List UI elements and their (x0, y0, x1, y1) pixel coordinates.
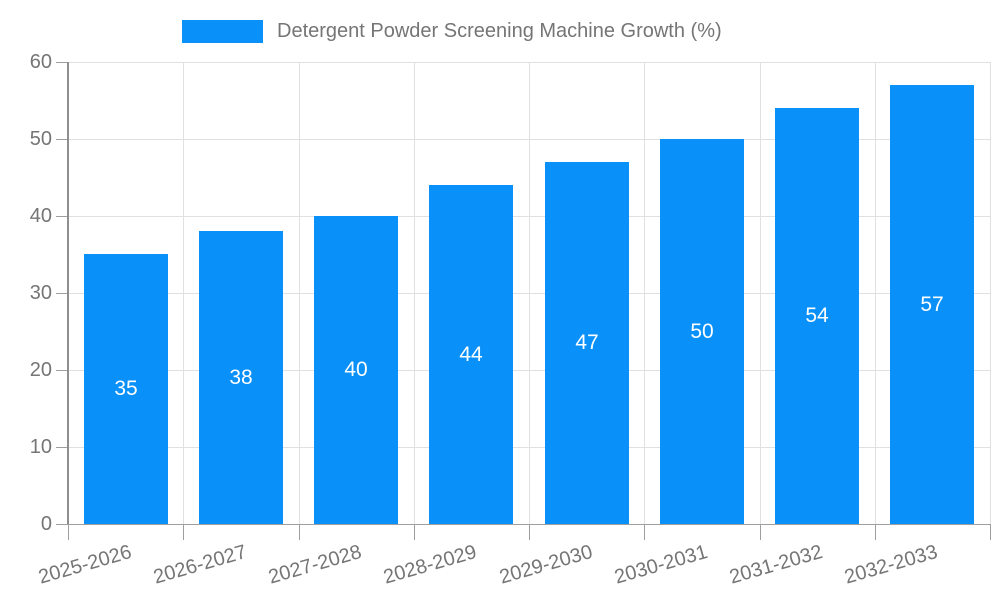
y-axis-tick (56, 447, 68, 448)
x-axis-tick-label: 2029-2030 (497, 541, 596, 589)
legend-swatch (182, 20, 263, 43)
y-axis-tick-label: 40 (29, 205, 52, 227)
x-axis-tick (644, 524, 646, 540)
legend-item[interactable]: Detergent Powder Screening Machine Growt… (182, 20, 722, 43)
gridline-vertical (413, 62, 415, 524)
bar-value-label: 35 (114, 377, 138, 400)
y-axis-tick-label: 30 (29, 282, 52, 304)
bar[interactable] (199, 231, 283, 524)
bar-value-label: 40 (344, 358, 368, 381)
x-axis-tick-label: 2031-2032 (727, 541, 826, 589)
bar[interactable] (84, 254, 168, 524)
bar-value-label: 38 (229, 366, 253, 389)
bar-value-label: 47 (575, 331, 599, 354)
y-axis-tick-label: 0 (40, 513, 52, 535)
y-axis-line (67, 62, 69, 524)
x-axis-tick (990, 524, 991, 540)
x-axis-tick (759, 524, 761, 540)
x-axis-tick (529, 524, 530, 540)
bar[interactable] (890, 85, 974, 524)
y-axis-tick-label: 60 (29, 51, 52, 73)
x-axis-tick (874, 524, 876, 540)
bar[interactable] (545, 162, 629, 524)
bar[interactable] (660, 139, 744, 524)
gridline-vertical (298, 62, 300, 524)
y-axis-tick (56, 62, 68, 63)
legend-label: Detergent Powder Screening Machine Growt… (277, 20, 722, 42)
bar-value-label: 50 (690, 320, 714, 343)
x-axis-tick-label: 2032-2033 (842, 541, 941, 589)
x-axis-line (68, 524, 990, 525)
y-axis-tick-label: 10 (29, 436, 52, 458)
x-axis-tick-label: 2026-2027 (151, 541, 250, 589)
gridline-vertical (990, 62, 991, 524)
gridline-vertical (183, 62, 185, 524)
bar-value-label: 54 (805, 304, 829, 327)
x-axis-tick-label: 2028-2029 (381, 541, 480, 589)
x-axis-tick (413, 524, 415, 540)
x-axis-tick (68, 524, 69, 540)
x-axis-tick (298, 524, 300, 540)
y-axis-tick (56, 216, 68, 217)
y-axis-tick (56, 370, 68, 371)
gridline-vertical (644, 62, 646, 524)
y-axis-tick-label: 50 (29, 128, 52, 150)
gridline-vertical (759, 62, 761, 524)
bar[interactable] (775, 108, 859, 524)
bar[interactable] (314, 216, 398, 524)
bar[interactable] (429, 185, 513, 524)
gridline-vertical (529, 62, 530, 524)
bar-value-label: 57 (920, 293, 944, 316)
x-axis-tick (183, 524, 185, 540)
y-axis-tick-label: 20 (29, 359, 52, 381)
y-axis-tick (56, 293, 68, 294)
bar-value-label: 44 (459, 343, 483, 366)
y-axis-tick (56, 524, 68, 525)
x-axis-tick-label: 2030-2031 (612, 541, 711, 589)
gridline-vertical (874, 62, 876, 524)
x-axis-tick-label: 2027-2028 (266, 541, 365, 589)
x-axis-tick-label: 2025-2026 (36, 541, 135, 589)
y-axis-tick (56, 139, 68, 140)
